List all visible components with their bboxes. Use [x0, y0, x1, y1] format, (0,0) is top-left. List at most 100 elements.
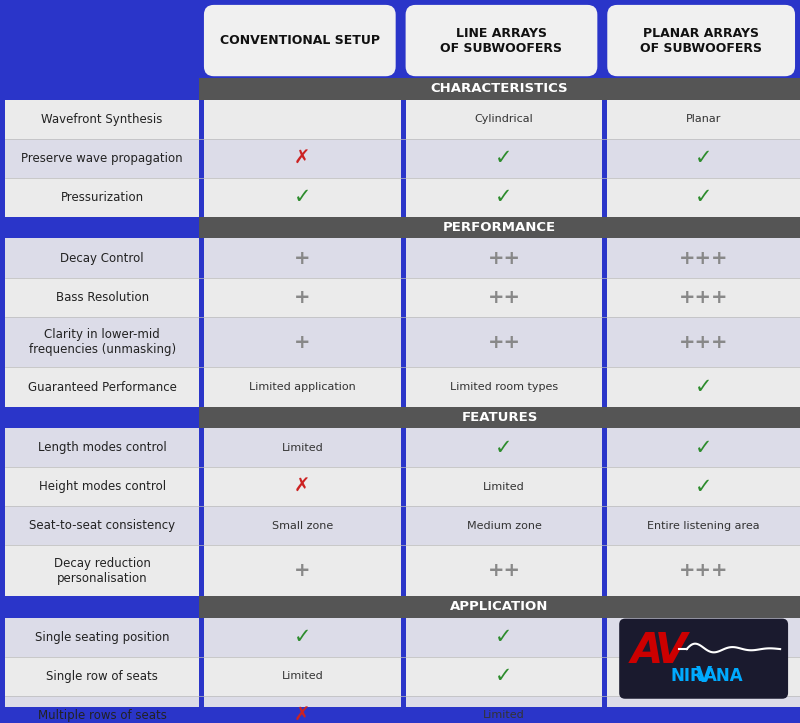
- Bar: [6, 656, 800, 696]
- Bar: [602, 367, 607, 406]
- Bar: [401, 656, 406, 696]
- Text: ✓: ✓: [695, 476, 712, 497]
- Bar: [6, 139, 800, 178]
- Bar: [6, 696, 800, 723]
- Text: CHARACTERISTICS: CHARACTERISTICS: [430, 82, 568, 95]
- Bar: [401, 178, 406, 217]
- Bar: [602, 178, 607, 217]
- Bar: [199, 406, 800, 428]
- Bar: [199, 278, 204, 317]
- Text: +: +: [294, 561, 310, 581]
- Text: A: A: [631, 630, 663, 672]
- Text: ✓: ✓: [695, 148, 712, 168]
- Bar: [6, 100, 800, 139]
- FancyBboxPatch shape: [607, 5, 795, 76]
- Text: Cylindrical: Cylindrical: [474, 114, 534, 124]
- Text: Limited application: Limited application: [249, 382, 356, 392]
- Text: APPLICATION: APPLICATION: [450, 600, 549, 613]
- Text: Limited: Limited: [282, 442, 323, 453]
- Bar: [6, 367, 800, 406]
- Text: Single row of seats: Single row of seats: [46, 669, 158, 683]
- Bar: [199, 696, 204, 723]
- Text: ✓: ✓: [695, 377, 712, 397]
- Text: LINE ARRAYS
OF SUBWOOFERS: LINE ARRAYS OF SUBWOOFERS: [441, 27, 562, 54]
- Text: Planar: Planar: [686, 114, 722, 124]
- Bar: [602, 656, 607, 696]
- Bar: [602, 239, 607, 278]
- Text: Bass Resolution: Bass Resolution: [55, 291, 149, 304]
- FancyBboxPatch shape: [406, 5, 598, 76]
- Text: Single seating position: Single seating position: [35, 630, 170, 643]
- Bar: [6, 178, 800, 217]
- Text: ✗: ✗: [294, 706, 310, 723]
- Text: +: +: [294, 333, 310, 351]
- Text: ++: ++: [487, 249, 521, 268]
- Bar: [199, 100, 204, 139]
- Bar: [199, 317, 204, 367]
- Text: +: +: [294, 249, 310, 268]
- Bar: [6, 506, 800, 545]
- Text: +++: +++: [679, 288, 728, 307]
- Text: +++: +++: [679, 249, 728, 268]
- Text: ✓: ✓: [495, 667, 513, 686]
- Text: ✗: ✗: [294, 149, 310, 168]
- Text: ✓: ✓: [495, 187, 513, 208]
- Bar: [602, 545, 607, 596]
- Text: ✗: ✗: [294, 477, 310, 496]
- Bar: [6, 467, 800, 506]
- Text: ANA: ANA: [704, 667, 743, 685]
- Bar: [602, 428, 607, 467]
- Bar: [401, 696, 406, 723]
- Text: NIR: NIR: [671, 667, 704, 685]
- Text: +: +: [294, 288, 310, 307]
- Text: ✓: ✓: [695, 187, 712, 208]
- Text: ✓: ✓: [294, 187, 311, 208]
- Text: ++: ++: [487, 333, 521, 351]
- Bar: [6, 617, 800, 656]
- Bar: [6, 317, 800, 367]
- Text: ✓: ✓: [294, 627, 311, 647]
- Bar: [401, 617, 406, 656]
- Bar: [199, 178, 204, 217]
- Text: ✓: ✓: [695, 627, 712, 647]
- Text: V: V: [695, 667, 712, 686]
- Bar: [401, 139, 406, 178]
- Bar: [199, 78, 800, 100]
- Bar: [602, 317, 607, 367]
- Bar: [401, 278, 406, 317]
- Text: FEATURES: FEATURES: [462, 411, 538, 424]
- Text: Decay Control: Decay Control: [60, 252, 144, 265]
- Bar: [401, 428, 406, 467]
- Bar: [602, 696, 607, 723]
- Text: Seat-to-seat consistency: Seat-to-seat consistency: [29, 519, 175, 532]
- Bar: [401, 545, 406, 596]
- Bar: [199, 467, 204, 506]
- Text: Multiple rows of seats: Multiple rows of seats: [38, 709, 166, 722]
- Text: PLANAR ARRAYS
OF SUBWOOFERS: PLANAR ARRAYS OF SUBWOOFERS: [640, 27, 762, 54]
- Bar: [602, 617, 607, 656]
- Bar: [401, 100, 406, 139]
- Bar: [602, 467, 607, 506]
- Text: Small zone: Small zone: [272, 521, 333, 531]
- Bar: [602, 100, 607, 139]
- Bar: [6, 278, 800, 317]
- Bar: [401, 317, 406, 367]
- FancyBboxPatch shape: [204, 5, 396, 76]
- Text: +++: +++: [679, 333, 728, 351]
- Bar: [401, 239, 406, 278]
- Text: Pressurization: Pressurization: [61, 191, 144, 204]
- Bar: [6, 428, 800, 467]
- Bar: [199, 367, 204, 406]
- Bar: [199, 239, 204, 278]
- Text: Preserve wave propagation: Preserve wave propagation: [22, 152, 183, 165]
- Bar: [199, 139, 204, 178]
- Text: Limited room types: Limited room types: [450, 382, 558, 392]
- Text: ++: ++: [487, 288, 521, 307]
- Bar: [6, 239, 800, 278]
- Bar: [602, 278, 607, 317]
- Bar: [602, 139, 607, 178]
- Text: +++: +++: [679, 561, 728, 581]
- Bar: [199, 656, 204, 696]
- Text: Limited: Limited: [483, 711, 525, 720]
- Bar: [199, 428, 204, 467]
